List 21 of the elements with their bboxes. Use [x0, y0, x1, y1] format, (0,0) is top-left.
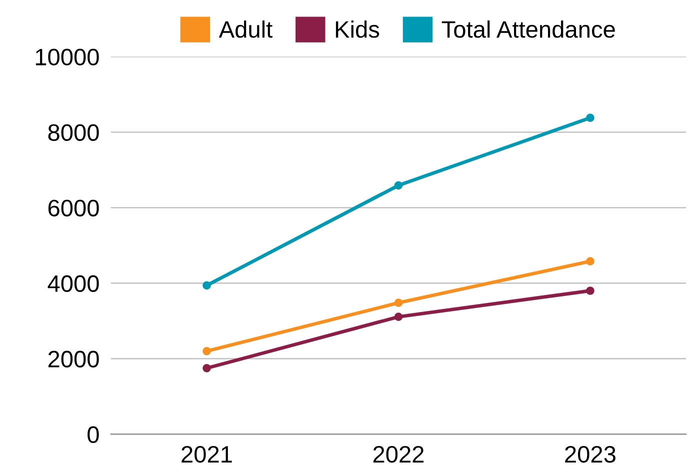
point	[202, 364, 211, 372]
point	[202, 281, 211, 290]
point	[586, 286, 594, 295]
y-tick-label: 10000	[36, 48, 99, 66]
point	[586, 257, 594, 266]
x-tick-label: 2022	[373, 446, 424, 463]
y-tick-label: 2000	[48, 350, 99, 368]
x-tick-label: 2023	[565, 446, 616, 463]
y-tick-label: 0	[88, 426, 99, 444]
point	[202, 347, 211, 356]
legend-label: Total Attendance	[442, 20, 615, 38]
point	[586, 114, 594, 122]
legend-label: Adult	[218, 20, 272, 38]
y-tick-label: 6000	[48, 200, 99, 216]
x-tick-label: 2021	[182, 446, 232, 463]
y-tick-label: 4000	[48, 275, 99, 292]
point	[394, 181, 403, 190]
point	[394, 312, 403, 321]
legend-label: Kids	[336, 20, 380, 38]
point	[394, 298, 403, 307]
y-tick-label: 8000	[48, 124, 99, 141]
